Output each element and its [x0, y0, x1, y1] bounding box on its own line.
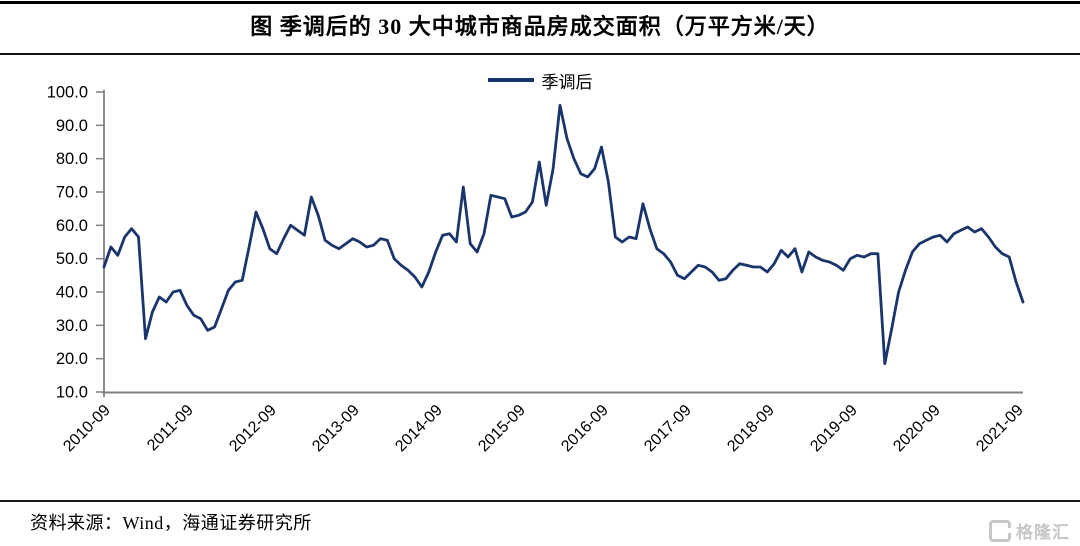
y-axis-tick-label: 90.0 [56, 117, 88, 135]
y-axis-tick-label: 30.0 [56, 317, 88, 335]
x-axis-tick-label: 2012-09 [226, 402, 280, 456]
y-axis-tick-label: 100.0 [47, 84, 88, 102]
chart-title: 图 季调后的 30 大中城市商品房成交面积（万平方米/天） [250, 14, 830, 39]
x-axis-tick-label: 2015-09 [475, 402, 529, 456]
x-axis-tick-label: 2017-09 [641, 402, 695, 456]
x-axis-tick-label: 2020-09 [890, 402, 944, 456]
title-divider-rule [0, 53, 1080, 55]
x-tick-labels: 2010-09 2011-09 2012-09 2013-09 2014-09 2015-… [60, 402, 1027, 456]
series-line-seasonally-adjusted [102, 103, 1025, 366]
x-axis-tick-label: 2021-09 [973, 402, 1027, 456]
x-axis-tick-label: 2016-09 [558, 402, 612, 456]
legend: 季调后 [0, 70, 1080, 92]
y-axis-tick-label: 20.0 [56, 350, 88, 368]
top-border-rule [0, 1, 1080, 4]
y-axis-tick-label: 50.0 [56, 250, 88, 268]
x-axis-tick-label: 2014-09 [392, 402, 446, 456]
x-axis-tick-label: 2013-09 [309, 402, 363, 456]
gelonghui-logo-text: 格隆汇 [1016, 523, 1070, 542]
gelonghui-logo-icon [989, 519, 1012, 542]
y-axis-tick-label: 80.0 [56, 150, 88, 168]
x-axis-tick-label: 2018-09 [724, 402, 778, 456]
footer-divider-rule [0, 500, 1080, 502]
y-axis-tick-label: 60.0 [56, 217, 88, 235]
y-axis-tick-label: 40.0 [56, 284, 88, 302]
legend-label: 季调后 [541, 72, 593, 92]
x-axis-tick-label: 2010-09 [60, 402, 114, 456]
x-axis-tick-label: 2019-09 [807, 402, 861, 456]
source-note: 资料来源：Wind，海通证券研究所 [30, 513, 312, 533]
x-axis-tick-label: 2011-09 [144, 402, 197, 455]
legend-line-swatch [487, 78, 534, 82]
y-axis-tick-label: 70.0 [56, 184, 88, 202]
y-tick-labels: 10.0 20.0 30.0 40.0 50.0 60.0 70.0 80.0 90.0 100.… [47, 84, 88, 402]
gelonghui-logo: 格隆汇 [989, 518, 1070, 543]
y-axis-tick-label: 10.0 [56, 384, 88, 402]
